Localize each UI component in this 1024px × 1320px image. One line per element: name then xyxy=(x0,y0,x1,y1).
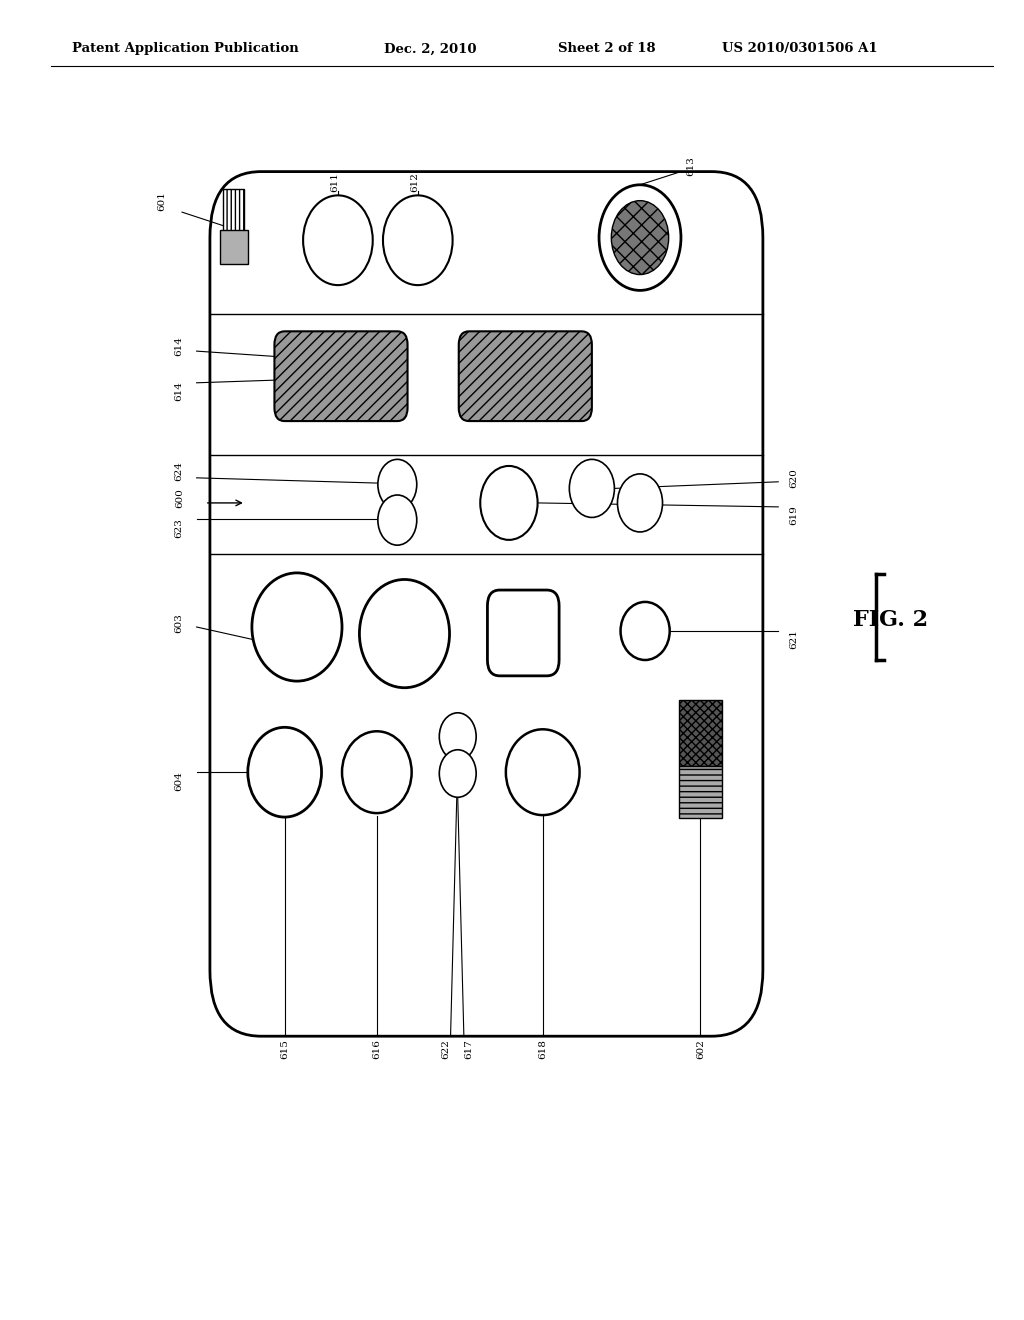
Circle shape xyxy=(439,713,476,760)
Text: 615: 615 xyxy=(281,1039,289,1060)
Ellipse shape xyxy=(342,731,412,813)
Circle shape xyxy=(569,459,614,517)
Ellipse shape xyxy=(248,727,322,817)
Text: 611: 611 xyxy=(331,172,339,193)
Text: 614: 614 xyxy=(175,380,183,401)
Bar xyxy=(679,700,722,766)
Circle shape xyxy=(480,466,538,540)
Text: 603: 603 xyxy=(175,612,183,634)
Text: 617: 617 xyxy=(465,1039,473,1060)
Text: 601: 601 xyxy=(158,190,166,211)
Text: 602: 602 xyxy=(696,1039,705,1060)
Circle shape xyxy=(303,195,373,285)
Bar xyxy=(220,230,248,264)
Text: Dec. 2, 2010: Dec. 2, 2010 xyxy=(384,42,476,55)
FancyBboxPatch shape xyxy=(459,331,592,421)
Circle shape xyxy=(378,459,417,510)
Circle shape xyxy=(611,201,669,275)
FancyBboxPatch shape xyxy=(274,331,408,421)
Text: Sheet 2 of 18: Sheet 2 of 18 xyxy=(558,42,655,55)
Text: 618: 618 xyxy=(539,1039,547,1060)
Circle shape xyxy=(599,185,681,290)
Text: FIG. 2: FIG. 2 xyxy=(853,610,929,631)
Circle shape xyxy=(617,474,663,532)
Text: 622: 622 xyxy=(441,1039,450,1060)
Text: 613: 613 xyxy=(687,156,695,177)
Bar xyxy=(223,189,244,231)
Ellipse shape xyxy=(621,602,670,660)
Text: 624: 624 xyxy=(175,461,183,482)
Circle shape xyxy=(439,750,476,797)
Text: Patent Application Publication: Patent Application Publication xyxy=(72,42,298,55)
Text: 604: 604 xyxy=(175,771,183,792)
Text: 621: 621 xyxy=(790,628,798,649)
Circle shape xyxy=(383,195,453,285)
Text: 623: 623 xyxy=(175,517,183,539)
Bar xyxy=(679,766,722,818)
Ellipse shape xyxy=(359,579,450,688)
Ellipse shape xyxy=(506,729,580,814)
Text: 620: 620 xyxy=(790,467,798,488)
Text: US 2010/0301506 A1: US 2010/0301506 A1 xyxy=(722,42,878,55)
Circle shape xyxy=(378,495,417,545)
Text: 600: 600 xyxy=(176,487,184,508)
Text: 616: 616 xyxy=(373,1039,381,1060)
Text: 614: 614 xyxy=(175,335,183,356)
Ellipse shape xyxy=(252,573,342,681)
FancyBboxPatch shape xyxy=(210,172,763,1036)
Text: 619: 619 xyxy=(790,504,798,525)
FancyBboxPatch shape xyxy=(487,590,559,676)
Text: 612: 612 xyxy=(411,172,419,193)
